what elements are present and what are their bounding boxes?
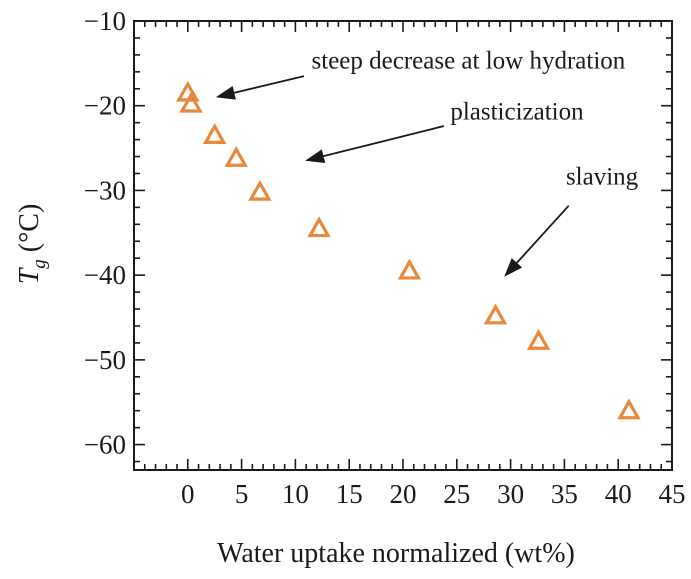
- y-axis-title: Tg (°C): [14, 204, 50, 285]
- y-tick-label: −60: [84, 430, 126, 460]
- annotation-arrow-line: [323, 125, 445, 158]
- x-tick-label: 10: [282, 479, 309, 509]
- y-axis-title-subscript: g: [29, 259, 50, 269]
- annotation-arrow-head: [305, 149, 326, 163]
- x-tick-label: 40: [605, 479, 632, 509]
- annotation-arrow-line: [516, 205, 570, 264]
- y-tick-label: −40: [84, 260, 126, 290]
- data-point: [248, 179, 272, 201]
- x-tick-label: 20: [390, 479, 417, 509]
- data-point: [307, 216, 331, 238]
- y-axis-title-unit: (°C): [14, 204, 45, 260]
- data-point: [397, 258, 422, 280]
- y-tick-label: −20: [84, 91, 126, 121]
- x-tick-label: 15: [336, 479, 363, 509]
- annotation-arrow-head: [504, 258, 523, 277]
- plot-frame: [133, 20, 673, 471]
- y-axis-title-symbol: T: [14, 266, 45, 284]
- x-tick-label: 45: [659, 479, 686, 509]
- y-tick-label: −50: [84, 345, 126, 375]
- y-tick-label: −30: [84, 175, 126, 205]
- x-tick-label: 5: [235, 479, 249, 509]
- data-point: [617, 398, 641, 420]
- annotation-plasticization: plasticization: [450, 98, 584, 125]
- x-tick-label: 0: [181, 479, 195, 509]
- annotation-arrow-line: [234, 75, 305, 94]
- x-tick-label: 30: [497, 479, 524, 509]
- data-point: [179, 91, 203, 113]
- y-tick-label: −10: [84, 6, 126, 36]
- annotation-slaving: slaving: [566, 164, 639, 191]
- x-tick-label: 25: [443, 479, 470, 509]
- annotation-steep-decrease: steep decrease at low hydration: [312, 47, 626, 74]
- data-point: [224, 145, 248, 167]
- annotation-arrow-head: [215, 86, 236, 100]
- x-axis-title: Water uptake normalized (wt%): [217, 538, 575, 569]
- data-point: [526, 328, 551, 350]
- data-point: [202, 123, 227, 144]
- x-tick-label: 35: [551, 479, 578, 509]
- data-point: [483, 303, 508, 325]
